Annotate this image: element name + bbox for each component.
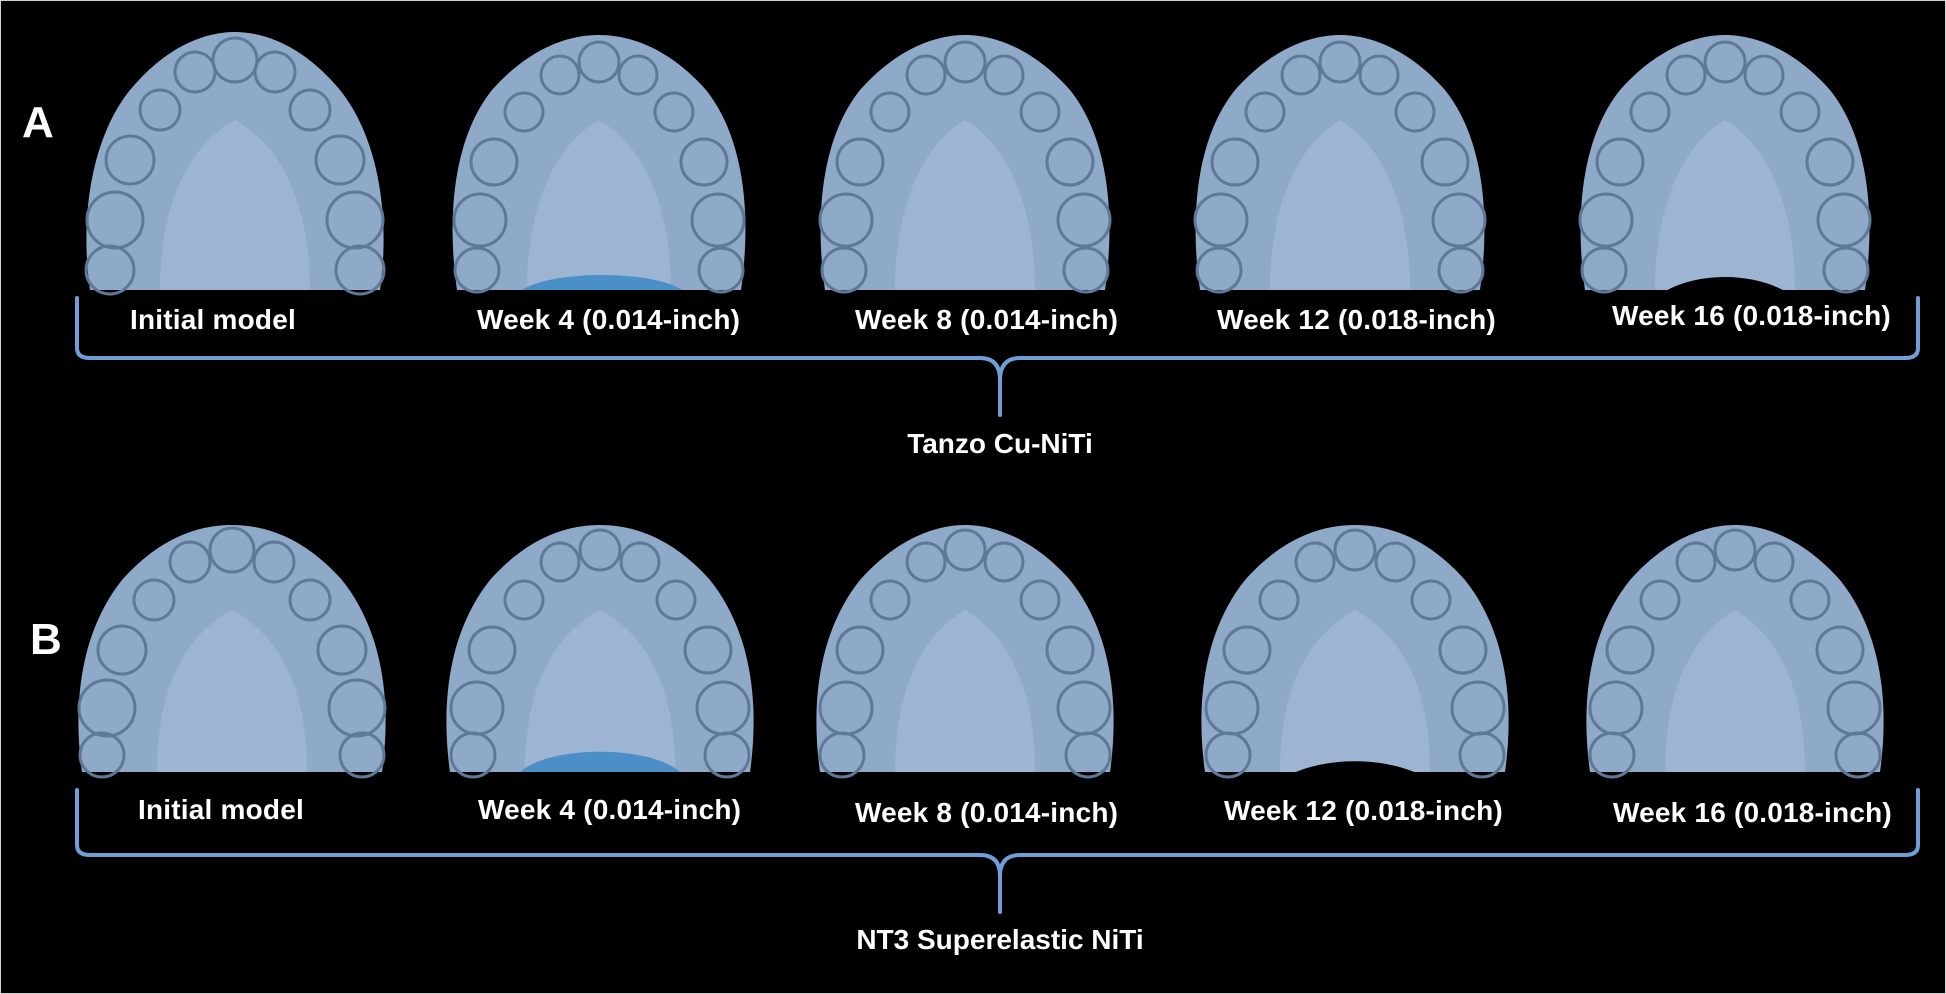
brace-a (75, 296, 1920, 417)
dental-model-b-week12 (1185, 500, 1525, 780)
brace-b (75, 788, 1920, 914)
caption-b-week4: Week 4 (0.014-inch) (478, 794, 742, 825)
dental-model-b-week8 (800, 500, 1130, 780)
caption-a-week8: Week 8 (0.014-inch) (855, 304, 1119, 335)
dental-model-a-week16 (1560, 20, 1890, 298)
caption-a-initial: Initial model (130, 304, 296, 335)
dental-model-a-initial (70, 20, 400, 298)
panel-label-b: B (30, 615, 62, 664)
caption-b-week12: Week 12 (0.018-inch) (1224, 795, 1503, 826)
group-label-a: Tanzo Cu-NiTi (907, 428, 1093, 459)
caption-a-week4: Week 4 (0.014-inch) (477, 304, 741, 335)
caption-b-initial: Initial model (138, 794, 304, 825)
dental-model-b-week4 (430, 500, 770, 780)
dental-model-b-week16 (1570, 500, 1900, 780)
panel-label-a: A (22, 98, 54, 147)
dental-model-a-week12 (1175, 20, 1505, 298)
dental-model-a-week4 (432, 20, 766, 298)
caption-a-week16: Week 16 (0.018-inch) (1612, 300, 1891, 331)
dental-model-a-week8 (800, 20, 1130, 298)
dental-model-b-initial (62, 500, 402, 780)
group-label-b: NT3 Superelastic NiTi (856, 924, 1144, 955)
caption-a-week12: Week 12 (0.018-inch) (1217, 304, 1496, 335)
caption-b-week8: Week 8 (0.014-inch) (855, 797, 1119, 828)
caption-b-week16: Week 16 (0.018-inch) (1613, 797, 1892, 828)
